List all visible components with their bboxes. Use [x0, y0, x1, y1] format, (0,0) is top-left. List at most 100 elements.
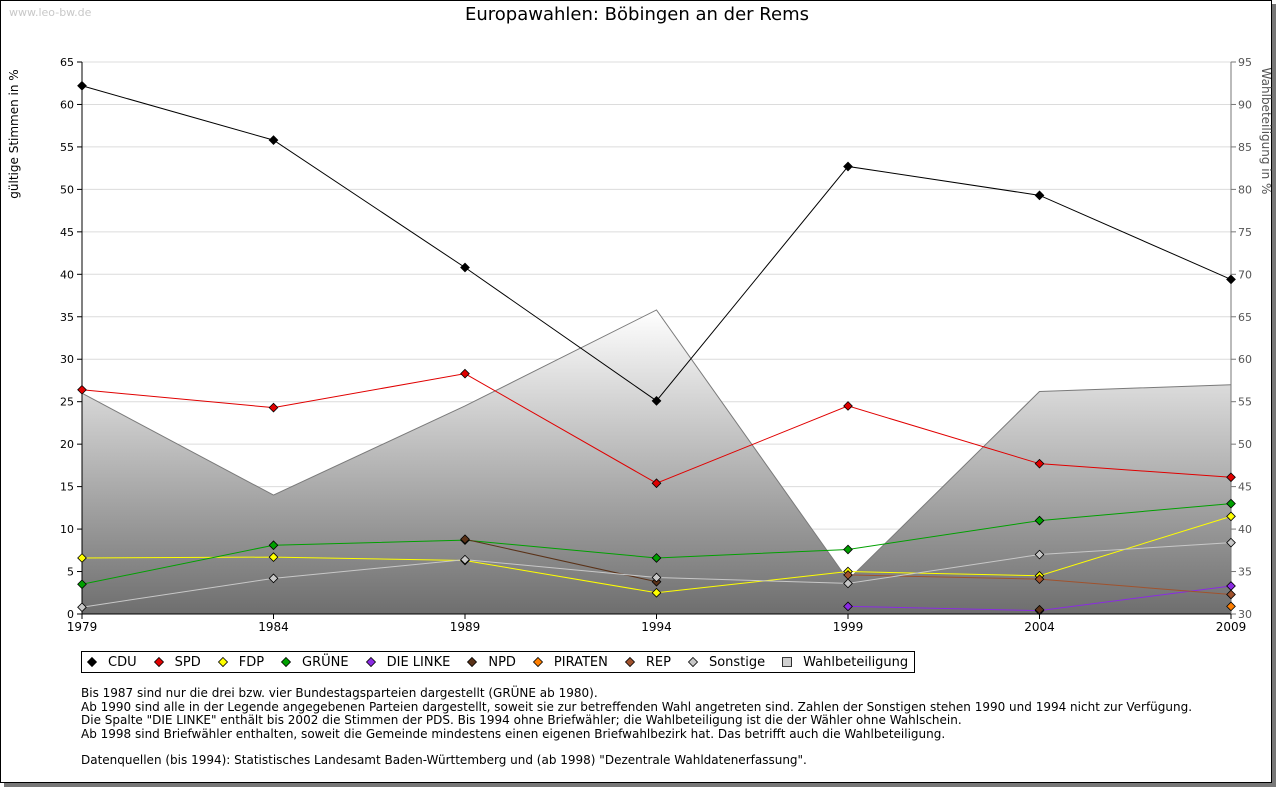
point-spd [1226, 472, 1236, 483]
legend-swatch-fdp [217, 656, 228, 668]
y2-axis-label: Wahlbeteiligung in % [1259, 68, 1273, 195]
point-cdu [1034, 190, 1045, 201]
point-npd [1034, 604, 1045, 615]
y2-tick-label: 30 [1238, 608, 1252, 621]
legend-item-sonstige: Sonstige [687, 655, 765, 670]
y-tick-label: 35 [60, 311, 74, 324]
x-tick-label: 1999 [833, 620, 864, 634]
note-line: Ab 1990 sind alle in der Legende angegeb… [81, 699, 1193, 714]
legend-label: CDU [108, 654, 137, 670]
legend-swatch-sonstige [687, 656, 699, 668]
legend-swatch-wahlbeteiligung [782, 657, 793, 667]
watermark: www.leo-bw.de [9, 6, 92, 19]
y2-tick-label: 55 [1238, 396, 1252, 409]
y-axis-label: gültige Stimmen in % [7, 69, 21, 198]
chart-plot: 0 5 10 15 20 25 30 35 40 45 50 55 60 65 30 35 40 45 50 55 60… [7, 56, 1273, 634]
legend-swatch-spd [153, 656, 164, 668]
x-tick-label: 1984 [258, 620, 289, 634]
y2-tick-label: 80 [1238, 183, 1252, 196]
point-piraten [1226, 601, 1236, 612]
point-fdp [651, 587, 662, 598]
chart-title: Europawahlen: Böbingen an der Rems [465, 4, 809, 25]
legend: CDU SPD FDP GRÜNE DIE LINKE NPD PIRATEN REP Sons… [81, 651, 916, 673]
point-sonstige [268, 573, 279, 584]
point-cdu [460, 262, 470, 273]
point-grüne [77, 579, 87, 590]
y2-tick-label: 40 [1238, 523, 1252, 536]
point-cdu [1226, 274, 1236, 285]
point-grüne [268, 540, 279, 551]
legend-swatch-die-linke [365, 656, 376, 668]
legend-item-wahlbeteiligung: Wahlbeteiligung [781, 655, 908, 670]
point-die-linke [843, 601, 853, 612]
y-tick-label: 5 [67, 566, 74, 579]
legend-item-die-linke: DIE LINKE [365, 654, 451, 670]
y-tick-label: 50 [60, 183, 74, 196]
y-tick-label: 0 [67, 608, 74, 621]
legend-label: REP [645, 654, 671, 670]
y-tick-label: 25 [60, 396, 74, 409]
legend-item-fdp: FDP [217, 655, 264, 670]
point-fdp [77, 553, 87, 563]
y2-tick-label: 85 [1238, 141, 1252, 154]
y-tick-label: 15 [60, 481, 74, 494]
legend-swatch-cdu [86, 656, 98, 668]
y2-tick-label: 35 [1238, 566, 1252, 579]
data-sources: Datenquellen (bis 1994): Statistisches L… [81, 753, 807, 767]
y-tick-label: 65 [60, 56, 74, 69]
legend-item-spd: SPD [153, 655, 201, 670]
point-spd [651, 478, 662, 489]
point-cdu [843, 161, 853, 172]
legend-swatch-npd [467, 656, 478, 668]
y2-tick-label: 70 [1238, 268, 1252, 281]
point-fdp [1226, 511, 1236, 522]
y2-tick-label: 75 [1238, 226, 1252, 239]
note-line: Ab 1998 sind Briefwähler enthalten, sowe… [81, 726, 946, 741]
legend-label: DIE LINKE [386, 654, 451, 670]
legend-item-piraten: PIRATEN [532, 655, 608, 670]
y2-tick-label: 45 [1238, 481, 1252, 494]
legend-swatch-piraten [532, 656, 543, 668]
legend-swatch-rep [624, 656, 635, 668]
y-tick-label: 40 [60, 268, 74, 281]
point-spd [460, 368, 470, 379]
x-tick-label: 1979 [67, 620, 98, 634]
point-grüne [1034, 515, 1045, 526]
x-tick-label: 2004 [1024, 620, 1055, 634]
y-tick-label: 60 [60, 98, 74, 111]
turnout-line [81, 309, 1232, 581]
legend-item-rep: REP [624, 655, 671, 670]
point-rep [1034, 574, 1045, 585]
y2-tick-label: 95 [1238, 56, 1252, 69]
point-spd [1034, 458, 1045, 469]
y-tick-label: 10 [60, 523, 74, 536]
y2-tick-label: 65 [1238, 311, 1252, 324]
point-sonstige [651, 572, 662, 583]
legend-item-grüne: GRÜNE [280, 655, 349, 670]
point-grüne [651, 553, 662, 563]
point-grüne [1226, 498, 1236, 509]
y-tick-label: 55 [60, 141, 74, 154]
legend-label: GRÜNE [302, 654, 349, 670]
point-spd [268, 402, 279, 413]
point-sonstige [1034, 549, 1045, 560]
y2-tick-label: 60 [1238, 353, 1252, 366]
point-spd [77, 384, 87, 395]
legend-label: Wahlbeteiligung [803, 654, 909, 670]
legend-label: PIRATEN [553, 654, 608, 670]
note-line: Die Spalte "DIE LINKE" enthält bis 2002 … [81, 713, 962, 727]
point-rep [1226, 589, 1236, 600]
x-tick-label: 2009 [1216, 620, 1247, 634]
legend-label: NPD [488, 654, 516, 670]
note-line: Bis 1987 sind nur die drei bzw. vier Bun… [81, 686, 598, 700]
point-grüne [843, 544, 853, 555]
legend-swatch-grüne [280, 656, 292, 668]
x-tick-label: 1994 [641, 620, 672, 634]
x-tick-label: 1989 [450, 620, 481, 634]
point-cdu [268, 135, 279, 145]
notes: Bis 1987 sind nur die drei bzw. vier Bun… [81, 686, 1193, 768]
point-sonstige [77, 602, 87, 613]
y2-tick-label: 90 [1238, 98, 1252, 111]
point-fdp [268, 552, 279, 562]
